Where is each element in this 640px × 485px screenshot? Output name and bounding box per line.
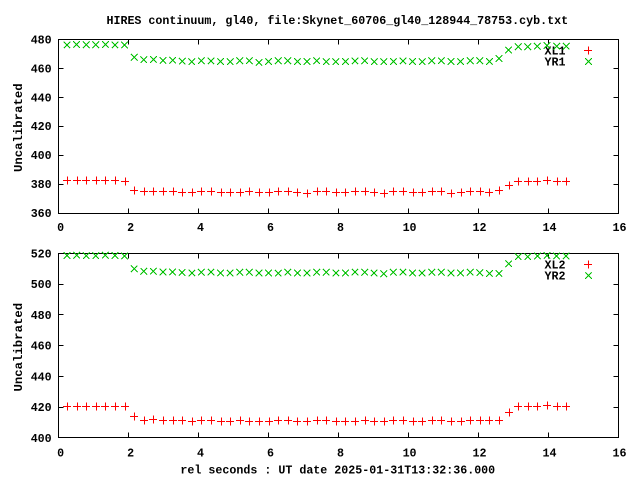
svg-text:4: 4 xyxy=(197,447,204,461)
svg-text:0: 0 xyxy=(57,447,64,461)
svg-text:14: 14 xyxy=(543,221,557,235)
svg-text:4: 4 xyxy=(197,221,204,235)
svg-text:400: 400 xyxy=(31,149,52,163)
svg-text:460: 460 xyxy=(31,340,52,354)
svg-text:YR1: YR1 xyxy=(545,56,566,70)
svg-text:460: 460 xyxy=(31,62,52,76)
svg-text:0: 0 xyxy=(57,221,64,235)
svg-text:400: 400 xyxy=(31,432,52,446)
svg-text:440: 440 xyxy=(31,370,52,384)
svg-text:Uncalibrated: Uncalibrated xyxy=(12,303,26,392)
svg-text:480: 480 xyxy=(31,309,52,323)
svg-text:360: 360 xyxy=(31,207,52,221)
svg-text:520: 520 xyxy=(31,247,52,261)
svg-text:440: 440 xyxy=(31,91,52,105)
svg-text:2: 2 xyxy=(127,447,134,461)
svg-text:380: 380 xyxy=(31,178,52,192)
svg-text:Uncalibrated: Uncalibrated xyxy=(12,83,26,172)
svg-text:10: 10 xyxy=(403,221,417,235)
svg-text:10: 10 xyxy=(403,447,417,461)
svg-text:HIRES continuum, gl40, file:Sk: HIRES continuum, gl40, file:Skynet_60706… xyxy=(106,14,568,28)
svg-text:420: 420 xyxy=(31,120,52,134)
svg-text:16: 16 xyxy=(613,447,627,461)
svg-text:8: 8 xyxy=(337,221,344,235)
svg-text:16: 16 xyxy=(613,221,627,235)
svg-text:6: 6 xyxy=(267,447,274,461)
svg-text:14: 14 xyxy=(543,447,557,461)
svg-text:YR2: YR2 xyxy=(545,269,566,283)
svg-text:XL2: XL2 xyxy=(545,258,566,272)
svg-text:480: 480 xyxy=(31,33,52,47)
svg-text:500: 500 xyxy=(31,278,52,292)
svg-text:8: 8 xyxy=(337,447,344,461)
svg-text:12: 12 xyxy=(473,221,487,235)
svg-text:rel seconds : UT date 2025-01-: rel seconds : UT date 2025-01-31T13:32:3… xyxy=(180,463,495,477)
svg-text:420: 420 xyxy=(31,401,52,415)
svg-text:2: 2 xyxy=(127,221,134,235)
svg-text:12: 12 xyxy=(473,447,487,461)
svg-text:6: 6 xyxy=(267,221,274,235)
